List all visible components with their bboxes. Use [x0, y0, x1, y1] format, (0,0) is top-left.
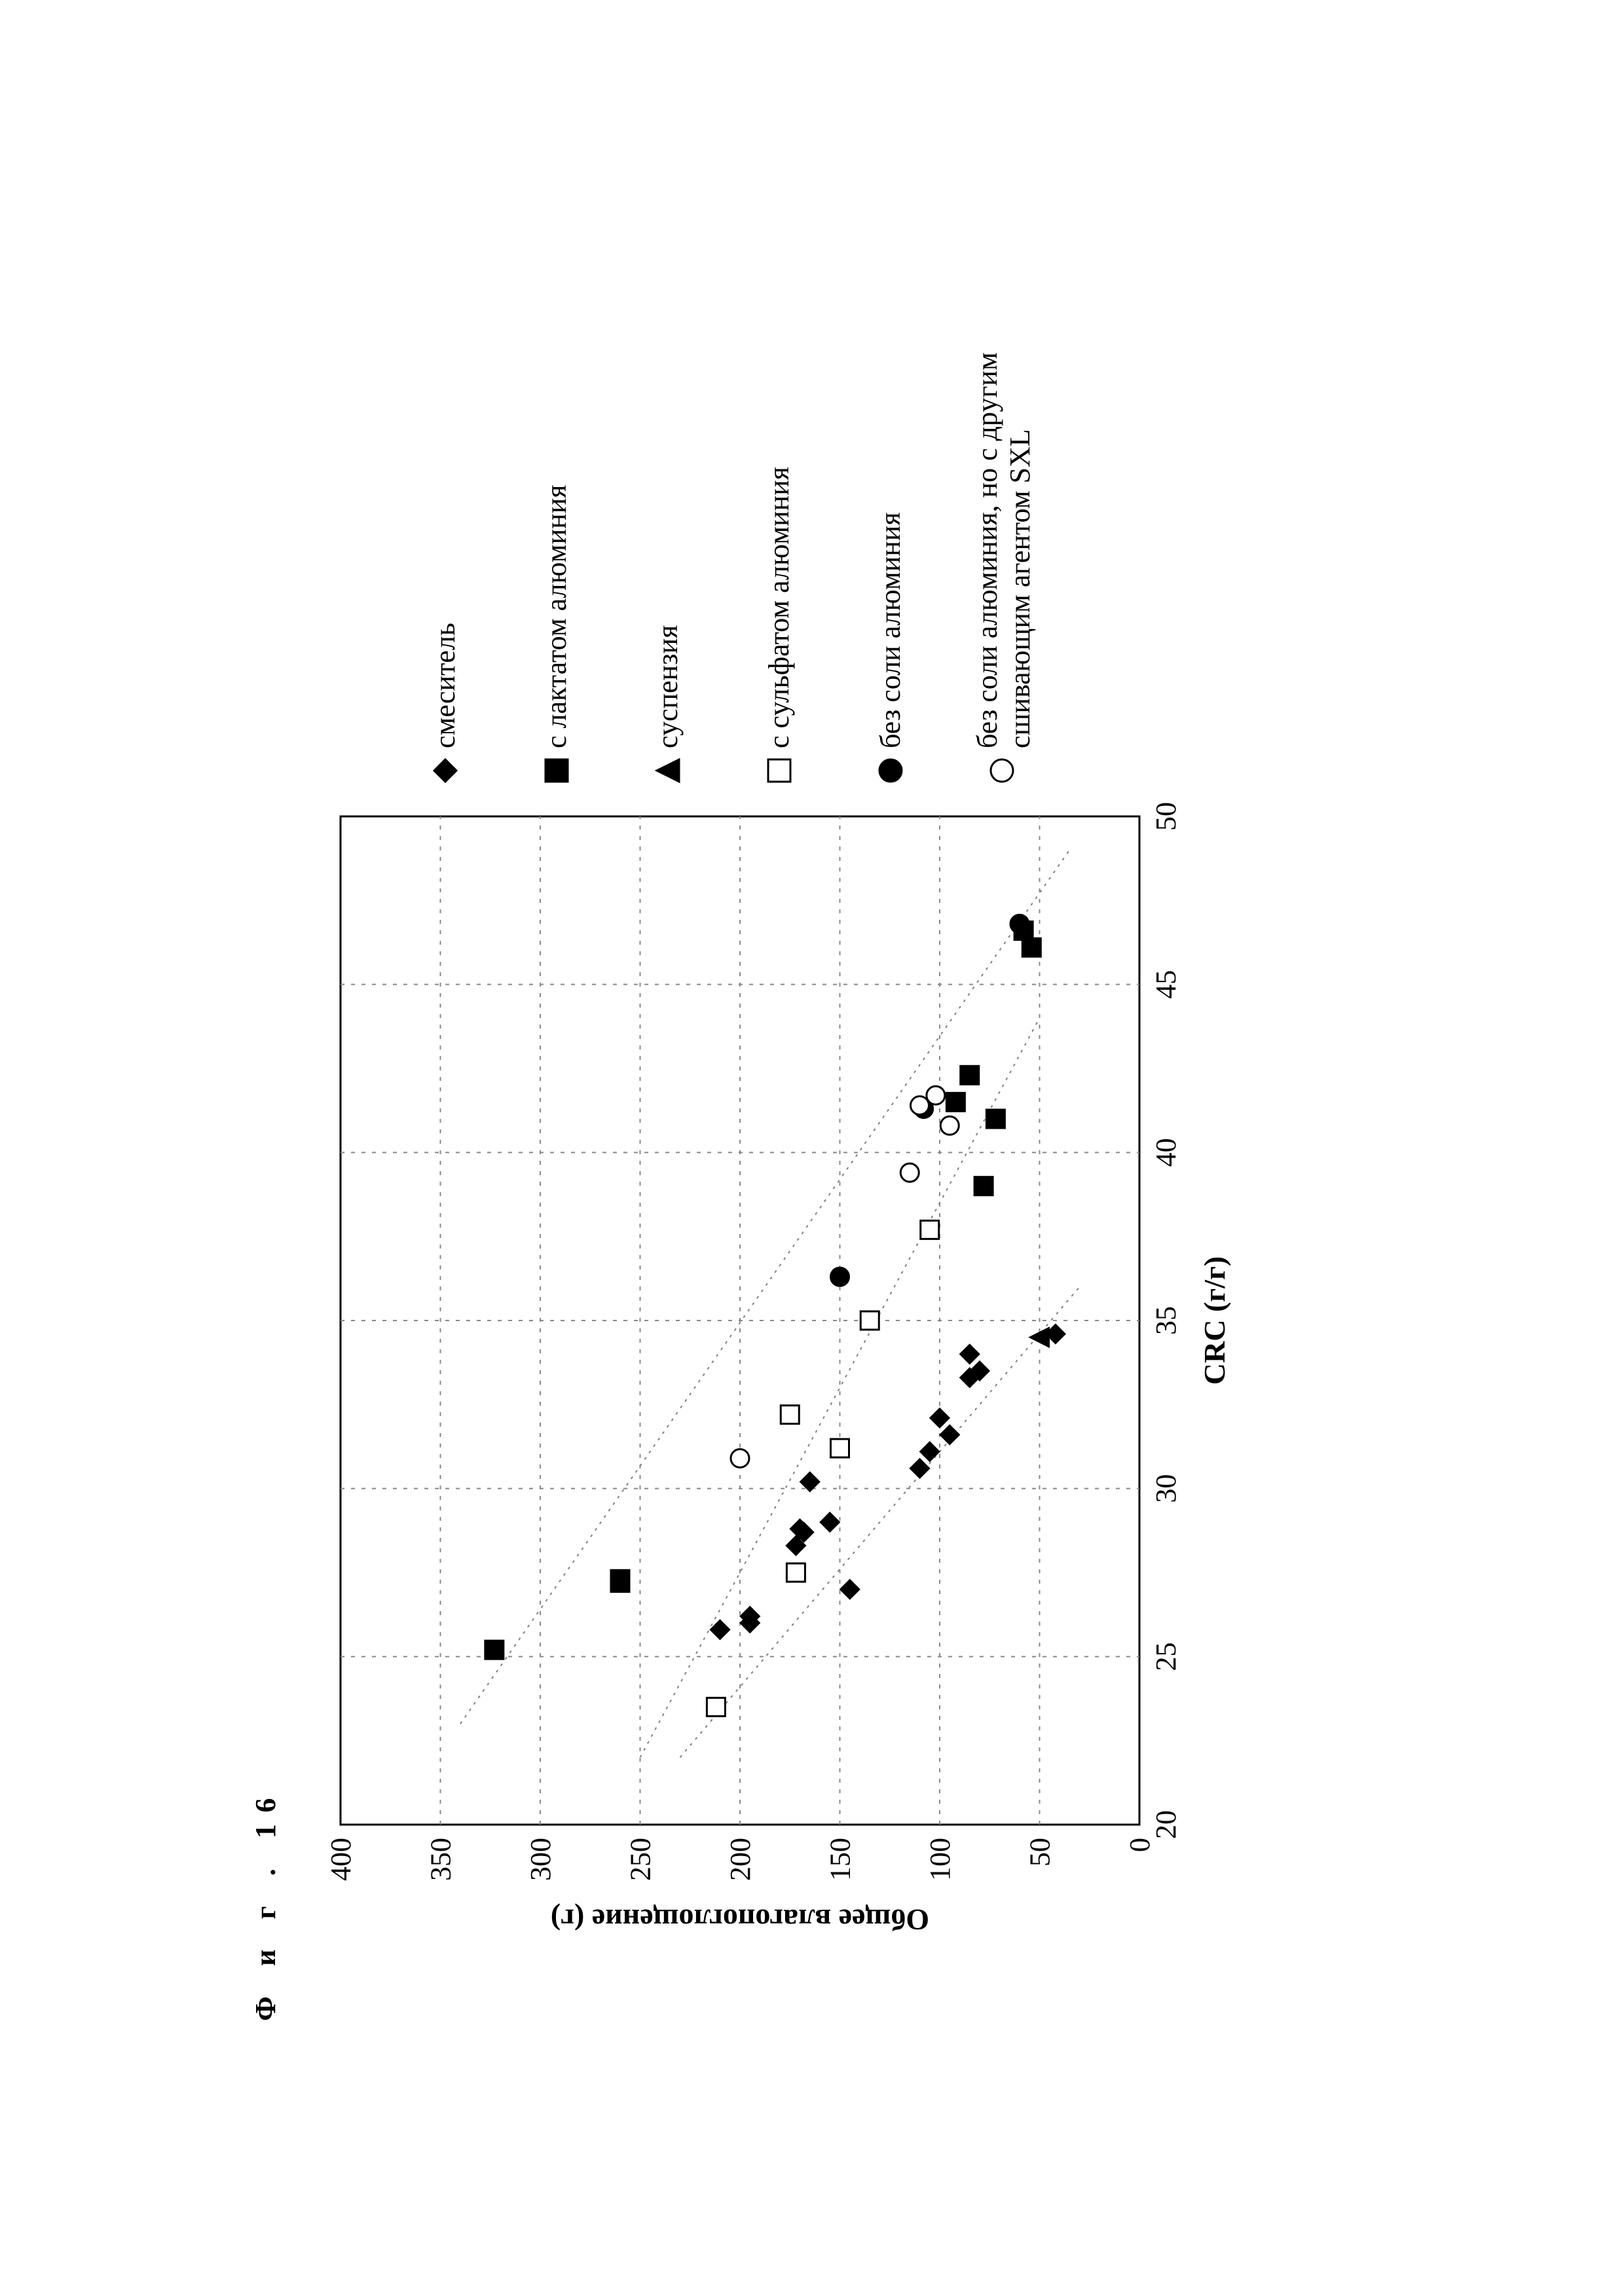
x-tick-label: 20 — [1150, 1810, 1182, 1839]
y-tick-label: 50 — [1024, 1838, 1056, 1867]
legend-marker-suspension — [657, 759, 679, 782]
marker-no_salt — [1010, 915, 1029, 933]
marker-lactate — [1022, 938, 1041, 957]
legend-label: с сульфатом алюминия — [763, 467, 795, 748]
x-tick-label: 25 — [1150, 1642, 1182, 1671]
marker-lactate — [611, 1570, 629, 1588]
y-tick-label: 400 — [325, 1838, 357, 1881]
y-tick-label: 200 — [724, 1838, 756, 1881]
marker-lactate — [961, 1066, 979, 1084]
y-axis-label: Общее влагопоглощение (г) — [551, 1903, 929, 1937]
marker-sulfate — [860, 1311, 879, 1330]
y-tick-label: 350 — [425, 1838, 457, 1881]
marker-sulfate — [781, 1406, 799, 1424]
x-tick-label: 40 — [1150, 1138, 1182, 1167]
x-tick-label: 30 — [1150, 1474, 1182, 1503]
marker-lactate — [986, 1110, 1005, 1128]
x-tick-label: 45 — [1150, 970, 1182, 999]
marker-sulfate — [831, 1439, 849, 1457]
x-tick-label: 50 — [1150, 802, 1182, 831]
marker-lactate — [946, 1093, 965, 1111]
marker-sulfate — [707, 1698, 725, 1716]
y-tick-label: 300 — [525, 1838, 557, 1881]
x-axis-label: CRC (г/г) — [1198, 1256, 1231, 1385]
marker-no_salt_other_sxl — [900, 1163, 919, 1182]
legend-marker-no_salt_other_sxl — [991, 759, 1013, 782]
x-tick-label: 35 — [1150, 1306, 1182, 1335]
scatter-chart: 20 25 30 35 40 45 50 0 50 100 150 200 250 300 350 400 CR… — [0, 0, 1624, 2296]
marker-lactate — [974, 1177, 993, 1195]
legend-label: суспензия — [652, 625, 684, 748]
legend-label: без соли алюминия — [874, 512, 906, 748]
legend-marker-lactate — [545, 759, 568, 782]
marker-lactate — [485, 1641, 504, 1659]
legend-label: сшивающим агентом SXL — [1004, 429, 1036, 748]
marker-no_salt_other_sxl — [940, 1116, 959, 1135]
marker-sulfate — [921, 1220, 939, 1239]
y-tick-label: 250 — [625, 1838, 657, 1881]
y-tick-label: 150 — [824, 1838, 857, 1881]
y-tick-label: 100 — [924, 1838, 956, 1881]
y-tick-label: 0 — [1124, 1838, 1156, 1852]
legend-label: без соли алюминия, но с другим — [971, 352, 1003, 748]
marker-no_salt_other_sxl — [911, 1096, 929, 1114]
legend-marker-mixer — [434, 759, 456, 782]
legend-label: смеситель — [429, 623, 461, 748]
marker-no_salt_other_sxl — [731, 1449, 749, 1467]
legend-label: с лактатом алюминия — [540, 484, 572, 748]
marker-no_salt — [831, 1267, 849, 1286]
legend-marker-sulfate — [768, 759, 790, 782]
legend-marker-no_salt — [879, 759, 902, 782]
marker-no_salt_other_sxl — [927, 1086, 945, 1104]
marker-sulfate — [786, 1563, 805, 1582]
